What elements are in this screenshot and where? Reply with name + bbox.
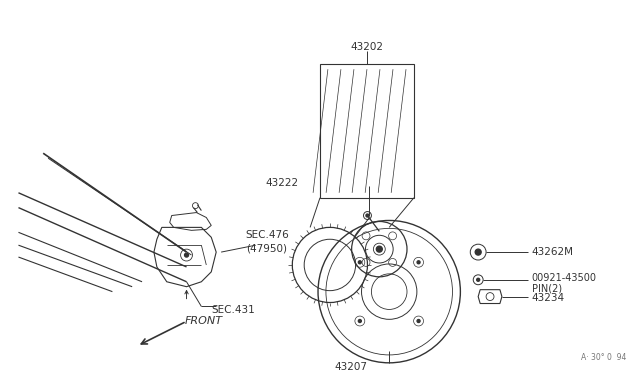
Text: SEC.476: SEC.476 (246, 230, 290, 240)
Text: A· 30° 0  94: A· 30° 0 94 (581, 353, 627, 362)
Circle shape (417, 320, 420, 323)
Circle shape (417, 261, 420, 264)
Circle shape (358, 261, 362, 264)
Text: 43207: 43207 (335, 362, 368, 372)
Bar (320, 64, 414, 198)
Circle shape (376, 246, 382, 252)
Text: 43262M: 43262M (532, 247, 573, 257)
Circle shape (366, 214, 369, 217)
Circle shape (358, 320, 362, 323)
Text: 00921-43500: 00921-43500 (532, 273, 596, 283)
Text: FRONT: FRONT (184, 316, 223, 326)
Circle shape (476, 249, 481, 255)
Text: PIN(2): PIN(2) (532, 284, 562, 294)
Text: (47950): (47950) (246, 243, 287, 253)
Text: 43222: 43222 (266, 178, 299, 188)
Circle shape (184, 253, 189, 257)
Text: 43234: 43234 (532, 292, 564, 302)
Circle shape (477, 278, 479, 281)
Text: 43202: 43202 (350, 42, 383, 52)
Text: SEC.431: SEC.431 (211, 305, 255, 315)
